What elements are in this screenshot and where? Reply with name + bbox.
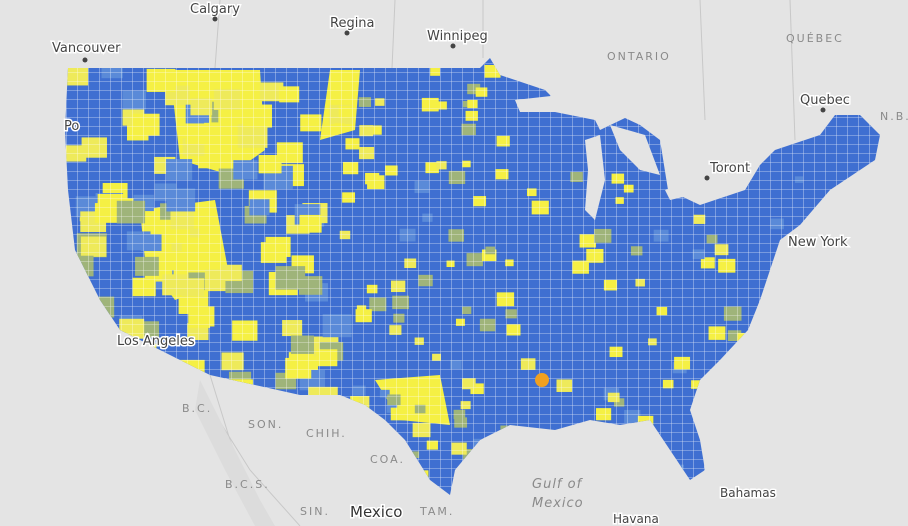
label: Quebec (800, 93, 850, 108)
label: Bahamas (720, 486, 776, 500)
baja-peninsula (195, 380, 275, 526)
label: Calgary (190, 2, 240, 17)
label: CHIH. (306, 427, 347, 440)
highlight-county (535, 373, 549, 387)
label: Po (64, 119, 79, 134)
label: SIN. (300, 505, 330, 518)
label: Vancouver (52, 41, 121, 56)
label: Toront (709, 161, 750, 176)
lakes (515, 95, 710, 220)
label: N.B. (880, 110, 908, 123)
label: Havana (613, 512, 659, 526)
label: Gulf of (532, 477, 584, 492)
label: New York (788, 235, 848, 250)
labels: Calgary Regina Winnipeg Vancouver ONTARI… (51, 1, 908, 526)
label: Regina (330, 16, 375, 31)
label: ONTARIO (607, 50, 671, 63)
label: B.C.S. (225, 478, 270, 491)
label: COA. (370, 453, 405, 466)
label: TAM. (419, 505, 454, 518)
label: Mexico (350, 503, 402, 521)
label: SON. (248, 418, 283, 431)
label: QUÉBEC (786, 32, 844, 45)
city-dots (82, 16, 826, 181)
label: B.C. (182, 402, 212, 415)
label: Mexico (532, 496, 584, 511)
label: Winnipeg (427, 29, 488, 44)
label: Los Angeles (117, 334, 195, 349)
